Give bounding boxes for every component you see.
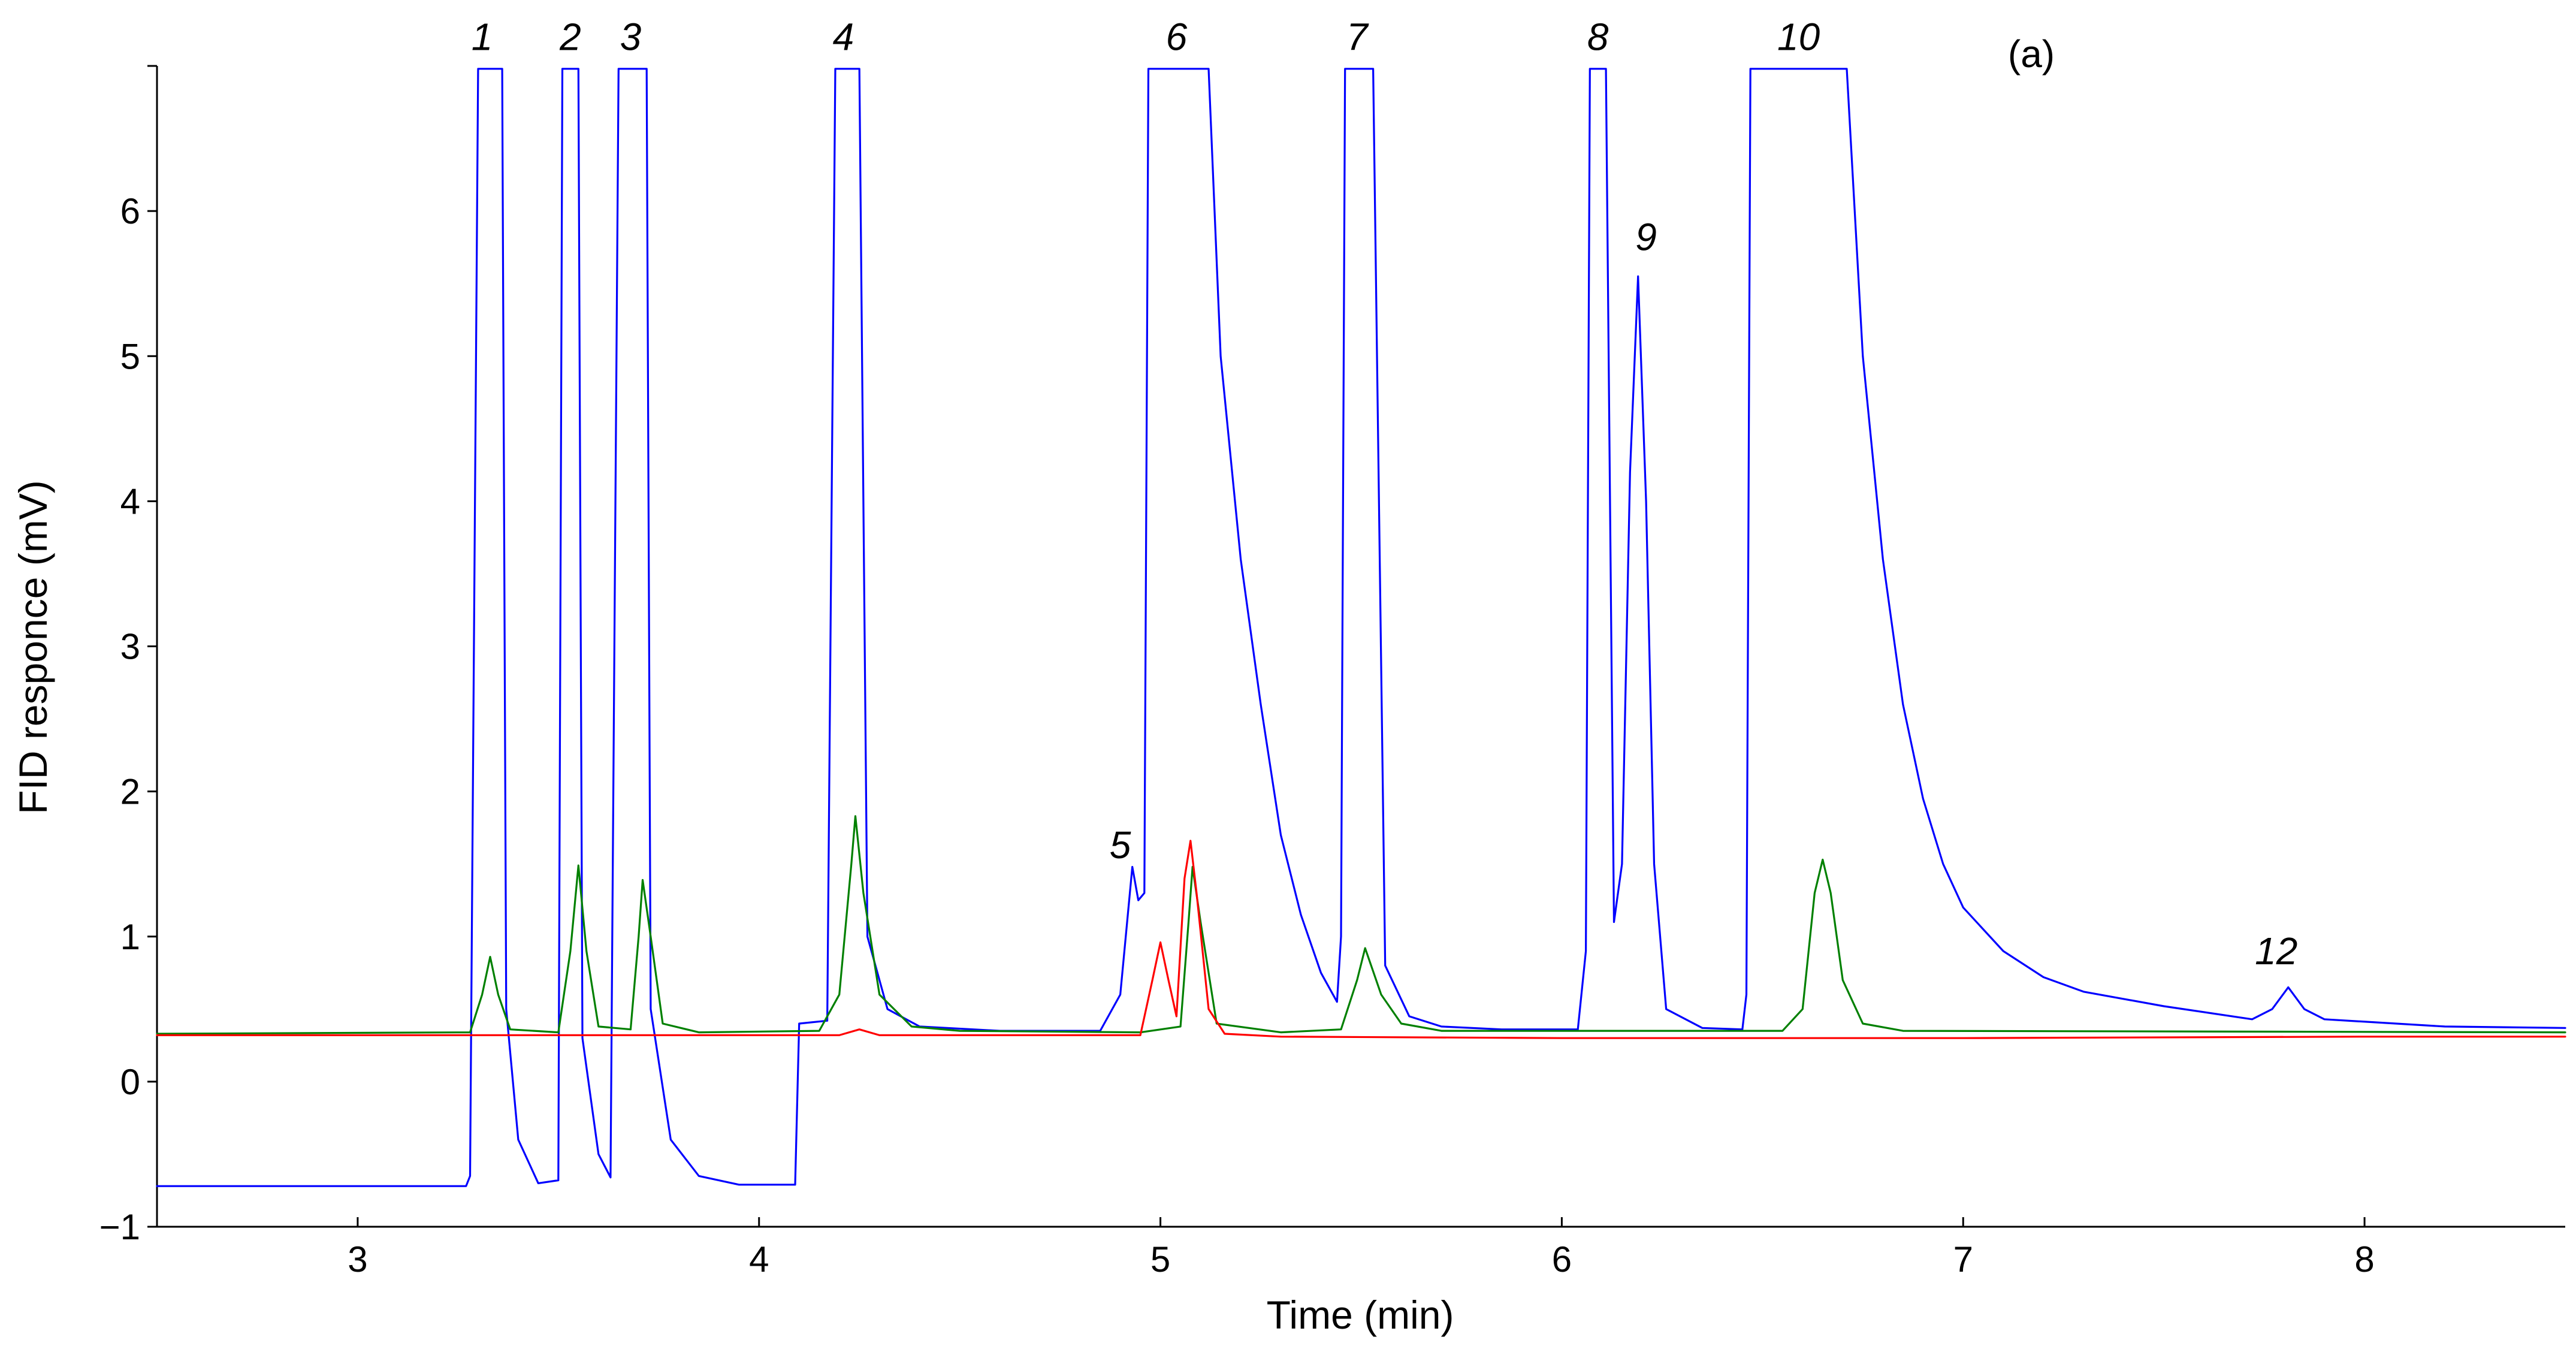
y-tick-label-6: 6: [120, 191, 140, 231]
y-tick-label--1: −1: [99, 1207, 140, 1247]
y-tick-label-0: 0: [120, 1062, 140, 1102]
peak-label-8: 8: [1587, 16, 1609, 59]
peak-label-10: 10: [1777, 16, 1820, 59]
series-line-green-trace: [156, 815, 2566, 1035]
y-tick-label-3: 3: [120, 627, 140, 667]
x-axis-title: Time (min): [1267, 1293, 1454, 1337]
axes: [156, 66, 2565, 1228]
peak-label-2: 2: [559, 16, 581, 59]
y-tick-label-4: 4: [120, 481, 140, 521]
peak-label-3: 3: [620, 16, 642, 59]
peak-label-4: 4: [833, 16, 854, 59]
series-line-red-trace: [156, 840, 2566, 1039]
peak-label-7: 7: [1346, 16, 1369, 59]
x-tick-label-7: 7: [1953, 1239, 1973, 1279]
panel-label: (a): [2008, 32, 2055, 76]
peak-label-5: 5: [1110, 823, 1131, 867]
y-axis-title: FID responce (mV): [11, 480, 55, 814]
x-tick-label-4: 4: [749, 1239, 769, 1279]
x-ticks: 3 4 5 6 7 8: [348, 1217, 2375, 1279]
y-tick-label-5: 5: [120, 336, 140, 376]
x-tick-label-3: 3: [348, 1239, 367, 1279]
x-tick-label-5: 5: [1150, 1239, 1170, 1279]
series-line-blue-trace: [156, 68, 2566, 1187]
x-tick-label-8: 8: [2354, 1239, 2374, 1279]
peak-label-12: 12: [2255, 929, 2297, 973]
peak-label-1: 1: [472, 16, 493, 59]
y-ticks: −1 0 1 2 3 4 5 6: [99, 65, 157, 1247]
y-tick-label-1: 1: [120, 917, 140, 957]
x-tick-label-6: 6: [1552, 1239, 1572, 1279]
peak-label-6: 6: [1166, 16, 1188, 59]
series-layer: [156, 68, 2566, 1187]
peak-label-9: 9: [1635, 216, 1657, 259]
y-tick-label-2: 2: [120, 772, 140, 812]
